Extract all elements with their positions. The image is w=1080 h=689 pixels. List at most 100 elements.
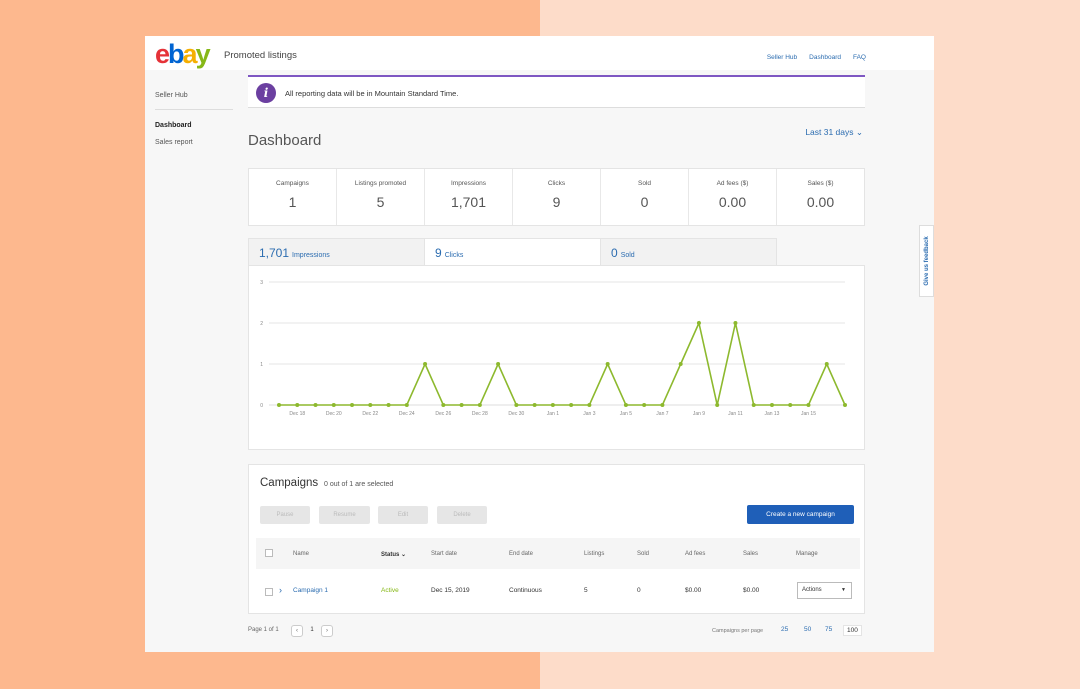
tab-label: Sold: [620, 252, 635, 259]
data-point[interactable]: [532, 403, 537, 407]
faq-link[interactable]: FAQ: [852, 54, 866, 61]
data-point[interactable]: [441, 403, 446, 407]
col-end-date[interactable]: End date: [509, 551, 534, 557]
data-point[interactable]: [514, 403, 519, 407]
start-date: Dec 15, 2019: [431, 587, 470, 594]
row-checkbox[interactable]: [265, 588, 273, 596]
data-point[interactable]: [368, 403, 373, 407]
data-point[interactable]: [331, 403, 336, 407]
col-sold[interactable]: Sold: [637, 551, 650, 557]
x-tick-label: Jan 3: [583, 411, 595, 417]
data-point[interactable]: [277, 403, 281, 407]
stat-value: 1: [288, 194, 297, 210]
data-point[interactable]: [605, 362, 610, 366]
dashboard-link[interactable]: Dashboard: [809, 54, 841, 61]
data-point[interactable]: [824, 362, 829, 366]
data-point[interactable]: [733, 321, 738, 325]
tab-clicks[interactable]: 9 Clicks: [424, 238, 601, 265]
stat-impressions: Impressions 1,701: [425, 169, 513, 225]
clicks-series-line: [279, 320, 846, 406]
prev-page-button[interactable]: ‹: [291, 625, 303, 637]
per-page-25[interactable]: 25: [781, 626, 789, 633]
page-indicator: Page 1 of 1: [248, 627, 279, 633]
tab-impressions[interactable]: 1,701 Impressions: [248, 238, 425, 265]
actions-dropdown[interactable]: Actions ▼: [797, 582, 852, 599]
sidebar-item-dashboard[interactable]: Dashboard: [155, 122, 192, 129]
app-window: ebay Promoted listings Seller Hub Dashbo…: [145, 36, 934, 652]
stat-sold: Sold 0: [601, 169, 689, 225]
tab-label: Impressions: [292, 252, 330, 259]
campaign-name-link[interactable]: Campaign 1: [293, 587, 329, 594]
data-point[interactable]: [404, 403, 409, 407]
current-page[interactable]: 1: [310, 627, 314, 633]
sidebar-item-sales-report[interactable]: Sales report: [155, 139, 193, 146]
status-badge: Active: [381, 587, 399, 594]
data-point[interactable]: [350, 403, 355, 407]
col-ad-fees[interactable]: Ad fees: [685, 551, 706, 557]
data-point[interactable]: [569, 403, 574, 407]
pause-button[interactable]: Pause: [260, 506, 310, 524]
col-status[interactable]: Status ⌄: [381, 552, 407, 558]
per-page-75[interactable]: 75: [825, 626, 833, 633]
x-tick-label: Dec 20: [326, 411, 342, 417]
select-all-checkbox[interactable]: [265, 549, 273, 557]
selection-count: 0 out of 1 are selected: [324, 481, 394, 488]
clicks-chart-panel: 0 1 2 3 Dec 18 Dec 20 Dec 22 Dec 24 Dec 26 Dec 28…: [248, 265, 865, 450]
y-tick-label: 3: [260, 280, 263, 286]
feedback-tab[interactable]: Give us feedback: [919, 225, 934, 297]
data-point[interactable]: [715, 403, 720, 407]
data-point[interactable]: [313, 403, 318, 407]
stat-sales: Sales ($) 0.00: [777, 169, 864, 225]
app-title: Promoted listings: [224, 50, 297, 61]
resume-button[interactable]: Resume: [319, 506, 370, 524]
data-point[interactable]: [423, 362, 428, 366]
data-point[interactable]: [386, 403, 391, 407]
data-point[interactable]: [459, 403, 464, 407]
data-point[interactable]: [477, 403, 482, 407]
top-links: Seller Hub Dashboard FAQ: [767, 54, 866, 61]
data-point[interactable]: [678, 362, 683, 366]
data-point[interactable]: [496, 362, 501, 366]
seller-hub-link[interactable]: Seller Hub: [766, 54, 798, 61]
col-sales[interactable]: Sales: [743, 551, 759, 557]
data-point[interactable]: [806, 403, 811, 407]
x-tick-label: Jan 7: [656, 411, 668, 417]
info-text: All reporting data will be in Mountain S…: [285, 89, 459, 98]
edit-button[interactable]: Edit: [378, 506, 428, 524]
sidebar-item-seller-hub[interactable]: Seller Hub: [155, 92, 188, 99]
sidebar: Seller Hub Dashboard Sales report: [155, 92, 235, 156]
sidebar-divider: [155, 109, 233, 110]
create-campaign-button[interactable]: Create a new campaign: [747, 505, 854, 524]
data-point[interactable]: [769, 403, 774, 407]
data-point[interactable]: [295, 403, 300, 407]
per-page-100[interactable]: 100: [843, 625, 862, 636]
clicks-line-chart: 0 1 2 3 Dec 18 Dec 20 Dec 22 Dec 24 Dec 26 Dec 28…: [260, 280, 847, 417]
tab-sold[interactable]: 0 Sold: [600, 238, 777, 265]
page-title: Dashboard: [248, 132, 322, 149]
delete-button[interactable]: Delete: [437, 506, 487, 524]
stat-value: 1,701: [450, 194, 487, 210]
stat-value: 0: [640, 194, 649, 210]
data-point[interactable]: [550, 403, 555, 407]
expand-chevron-icon[interactable]: ›: [279, 585, 282, 595]
per-page-50[interactable]: 50: [804, 626, 812, 633]
data-point[interactable]: [660, 403, 665, 407]
data-point[interactable]: [751, 403, 756, 407]
data-point[interactable]: [788, 403, 793, 407]
col-name[interactable]: Name: [293, 551, 310, 557]
next-page-button[interactable]: ›: [321, 625, 333, 637]
data-point[interactable]: [843, 403, 847, 407]
stat-label: Sold: [637, 180, 651, 187]
data-point[interactable]: [587, 403, 592, 407]
end-date: Continuous: [509, 587, 542, 594]
caret-down-icon: ▼: [841, 587, 846, 593]
stat-campaigns: Campaigns 1: [249, 169, 337, 225]
data-point[interactable]: [642, 403, 647, 407]
x-tick-label: Dec 18: [289, 411, 305, 417]
col-listings[interactable]: Listings: [584, 551, 605, 557]
col-start-date[interactable]: Start date: [431, 551, 458, 557]
data-point[interactable]: [696, 321, 701, 325]
date-range-dropdown[interactable]: Last 31 days ⌄: [805, 127, 863, 137]
data-point[interactable]: [623, 403, 628, 407]
ebay-logo[interactable]: ebay: [155, 39, 211, 69]
